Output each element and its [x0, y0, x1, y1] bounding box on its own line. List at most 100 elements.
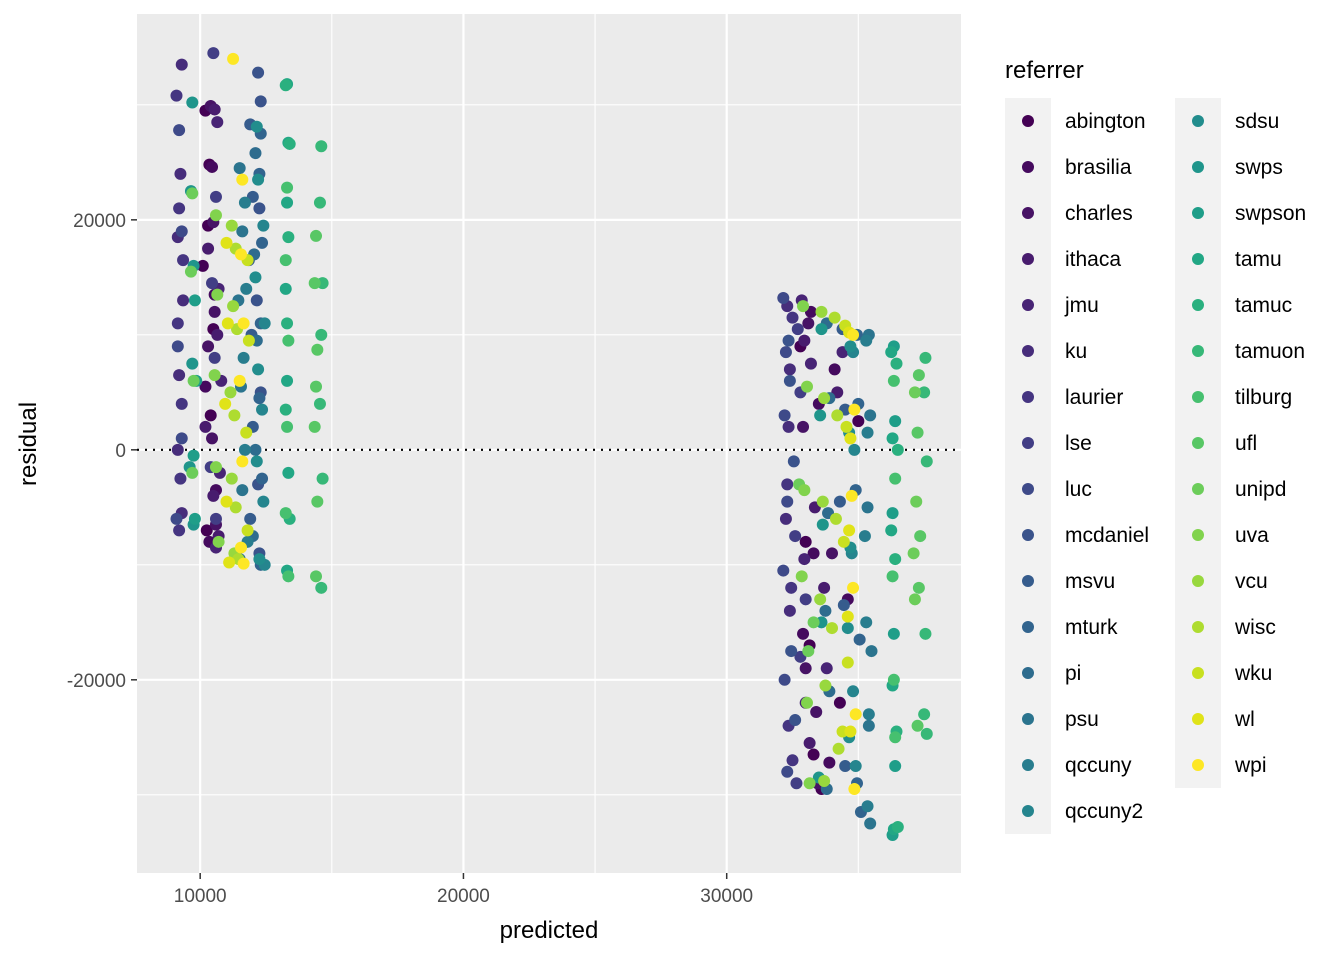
data-point: [785, 645, 798, 658]
legend-item-tilburg: tilburg: [1192, 386, 1292, 409]
data-point: [209, 512, 222, 525]
data-point: [783, 363, 796, 376]
data-point: [240, 426, 253, 439]
data-point: [781, 765, 794, 778]
legend-key: [1192, 437, 1204, 449]
data-point: [220, 495, 233, 508]
legend-title: referrer: [1005, 57, 1084, 84]
data-point: [241, 524, 254, 537]
data-point: [196, 259, 209, 272]
data-point: [234, 541, 247, 554]
data-point: [798, 334, 811, 347]
data-point: [841, 610, 854, 623]
data-point: [282, 231, 295, 244]
series-tamuc: [279, 79, 904, 834]
legend-key: [1192, 207, 1204, 219]
legend-label: wpi: [1234, 754, 1267, 777]
data-point: [310, 229, 323, 242]
data-point: [209, 461, 222, 474]
data-point: [186, 466, 199, 479]
data-point: [800, 380, 813, 393]
data-point: [804, 357, 817, 370]
data-point: [170, 512, 183, 525]
data-point: [818, 775, 831, 788]
data-point: [206, 160, 219, 173]
legend-label: wisc: [1234, 616, 1276, 639]
x-tick-label: 10000: [174, 886, 227, 907]
data-point: [861, 800, 874, 813]
data-point: [208, 369, 221, 382]
data-point: [823, 756, 836, 769]
data-point: [807, 547, 820, 560]
data-point: [908, 593, 921, 606]
data-point: [174, 167, 187, 180]
legend-label: wku: [1234, 662, 1272, 685]
legend-item-wisc: wisc: [1192, 616, 1276, 639]
data-point: [237, 557, 250, 570]
data-point: [252, 173, 265, 186]
data-point: [257, 495, 270, 508]
legend-item-mcdaniel: mcdaniel: [1022, 524, 1149, 547]
data-point: [777, 292, 790, 305]
legend-key: [1192, 115, 1204, 127]
legend-key: [1022, 115, 1034, 127]
legend-label: brasilia: [1065, 156, 1132, 179]
data-point: [786, 311, 799, 324]
legend-item-laurier: laurier: [1022, 386, 1123, 409]
data-point: [799, 593, 812, 606]
data-point: [174, 472, 187, 485]
data-point: [782, 420, 795, 433]
data-point: [785, 581, 798, 594]
legend-key: [1022, 713, 1034, 725]
data-point: [211, 116, 224, 129]
data-point: [253, 392, 266, 405]
data-point: [208, 305, 221, 318]
data-point: [279, 282, 292, 295]
data-point: [803, 737, 816, 750]
legend-key: [1022, 437, 1034, 449]
legend-key: [1022, 529, 1034, 541]
data-point: [819, 604, 832, 617]
data-point: [918, 386, 931, 399]
data-point: [279, 403, 292, 416]
y-tick-label: 20000: [73, 211, 126, 232]
data-point: [252, 66, 265, 79]
data-point: [889, 415, 902, 428]
data-point: [173, 202, 186, 215]
data-point: [233, 374, 246, 387]
data-point: [886, 507, 899, 520]
data-point: [281, 374, 294, 387]
legend-key: [1022, 391, 1034, 403]
legend-item-charles: charles: [1022, 202, 1133, 225]
data-point: [777, 564, 790, 577]
series-wpi: [227, 52, 862, 796]
data-point: [238, 443, 251, 456]
data-point: [789, 530, 802, 543]
legend-label: ithaca: [1065, 248, 1121, 271]
legend-key: [1192, 759, 1204, 771]
legend-key: [1192, 253, 1204, 265]
legend-item-msvu: msvu: [1022, 570, 1115, 593]
x-tick-label: 20000: [437, 886, 490, 907]
data-point: [240, 282, 253, 295]
data-point: [175, 397, 188, 410]
legend-label: swps: [1235, 156, 1283, 179]
data-point: [849, 760, 862, 773]
legend-key: [1022, 483, 1034, 495]
legend-key: [1022, 253, 1034, 265]
legend-item-ku: ku: [1022, 340, 1087, 363]
data-point: [890, 357, 903, 370]
legend-item-swps: swps: [1192, 156, 1283, 179]
data-point: [889, 472, 902, 485]
data-point: [847, 328, 860, 341]
data-point: [802, 317, 815, 330]
data-point: [839, 760, 852, 773]
legend-key: [1192, 345, 1204, 357]
data-point: [789, 714, 802, 727]
data-point: [188, 512, 201, 525]
data-point: [250, 120, 263, 133]
data-point: [886, 570, 899, 583]
data-point: [891, 821, 904, 834]
legend-item-ufl: ufl: [1192, 432, 1257, 455]
data-point: [311, 495, 324, 508]
